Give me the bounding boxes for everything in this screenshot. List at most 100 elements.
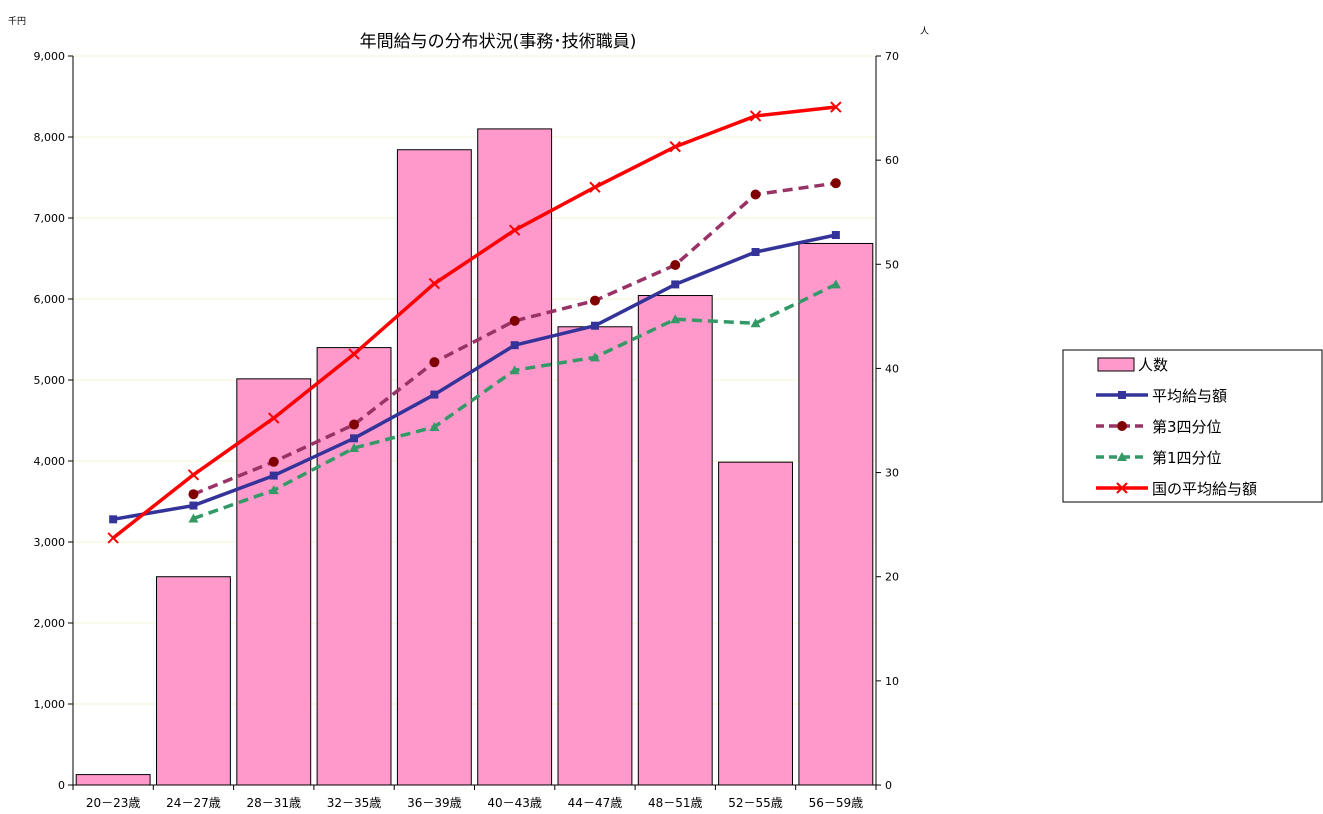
right-tick-label: 50	[885, 258, 899, 271]
category-label: 36－39歳	[407, 796, 462, 810]
category-label: 44－47歳	[568, 796, 623, 810]
series-line-group	[188, 178, 841, 500]
marker-circle	[589, 295, 600, 306]
series-line-group	[109, 231, 840, 524]
category-label: 32－35歳	[327, 796, 382, 810]
series-line	[112, 233, 837, 522]
marker-circle	[670, 259, 681, 270]
marker-x-stroke	[1116, 482, 1128, 494]
right-tick-label: 60	[885, 154, 899, 167]
legend-label: 国の平均給与額	[1152, 480, 1257, 498]
marker-x-stroke	[830, 101, 842, 113]
bar	[75, 774, 151, 786]
category-label: 28－31歳	[246, 796, 301, 810]
legend-item: 第3四分位	[1096, 418, 1222, 436]
bar	[236, 378, 312, 786]
legend-label: 第1四分位	[1152, 449, 1222, 467]
marker-triangle	[670, 314, 681, 324]
bar-layer	[75, 128, 874, 786]
series-line	[112, 105, 837, 540]
marker-x	[669, 141, 681, 153]
category-label: 56－59歳	[809, 796, 864, 810]
marker-square	[831, 231, 840, 240]
marker-square	[269, 471, 278, 480]
marker-circle	[188, 489, 199, 500]
right-tick-label: 70	[885, 50, 899, 63]
marker-x	[749, 110, 762, 122]
marker-x	[589, 181, 601, 193]
marker-circle	[268, 456, 279, 467]
marker-square	[350, 434, 359, 443]
left-tick-label: 3,000	[34, 536, 66, 549]
category-label: 24－27歳	[166, 796, 221, 810]
legend-label: 人数	[1138, 356, 1168, 374]
marker-x-stroke	[268, 412, 280, 424]
marker-triangle	[429, 421, 440, 431]
marker-x	[830, 101, 842, 113]
category-label: 20－23歳	[86, 796, 141, 810]
marker-square	[109, 515, 118, 524]
left-axis-unit: 千円	[8, 16, 26, 27]
marker-x-stroke	[348, 348, 360, 360]
marker-x-stroke	[508, 224, 521, 236]
marker-triangle	[830, 279, 841, 289]
marker-circle	[349, 419, 360, 430]
marker-circle	[509, 315, 520, 326]
marker-triangle	[750, 318, 761, 328]
marker-triangle	[349, 443, 360, 453]
bar	[316, 347, 392, 786]
right-tick-label: 0	[885, 779, 892, 792]
legend-item: 人数	[1097, 356, 1168, 374]
marker-circle	[1117, 421, 1127, 431]
marker-square	[430, 390, 439, 399]
marker-x	[348, 348, 360, 360]
category-label: 52－55歳	[728, 796, 783, 810]
legend-item: 第1四分位	[1096, 449, 1222, 467]
category-label: 40－43歳	[487, 796, 542, 810]
left-tick-label: 4,000	[34, 455, 66, 468]
bar	[477, 128, 553, 786]
category-label: 48－51歳	[648, 796, 703, 810]
legend-box	[1062, 349, 1323, 503]
marker-square	[510, 341, 519, 350]
marker-x	[268, 412, 280, 424]
marker-circle	[750, 189, 761, 200]
left-tick-label: 2,000	[34, 617, 66, 630]
marker-x	[107, 532, 119, 544]
marker-square	[1118, 391, 1126, 399]
series-line-group	[107, 101, 842, 544]
legend-swatch	[1097, 357, 1135, 372]
marker-circle	[429, 357, 440, 368]
legend-label: 第3四分位	[1152, 418, 1222, 436]
marker-x-stroke	[749, 110, 762, 122]
marker-x	[187, 469, 200, 481]
marker-square	[189, 501, 198, 510]
marker-square	[590, 321, 599, 330]
marker-triangle	[188, 513, 199, 523]
marker-square	[751, 248, 760, 257]
left-tick-label: 6,000	[34, 293, 66, 306]
left-tick-label: 9,000	[34, 50, 66, 63]
marker-x-stroke	[669, 141, 681, 153]
marker-circle	[830, 178, 841, 189]
bar	[156, 576, 231, 786]
marker-triangle	[1117, 452, 1127, 461]
bar	[798, 242, 874, 786]
right-tick-label: 20	[885, 571, 899, 584]
chart-title: 年間給与の分布状況(事務･技術職員)	[360, 32, 637, 52]
right-tick-label: 40	[885, 362, 899, 375]
left-tick-label: 5,000	[34, 374, 66, 387]
marker-x-stroke	[428, 277, 441, 290]
left-tick-label: 8,000	[34, 131, 66, 144]
series-line-group	[188, 279, 841, 523]
marker-triangle	[509, 365, 520, 375]
marker-x-stroke	[589, 181, 601, 193]
marker-triangle	[589, 352, 600, 362]
left-tick-label: 1,000	[34, 698, 66, 711]
left-tick-label: 7,000	[34, 212, 66, 225]
marker-triangle	[268, 485, 279, 495]
marker-x-stroke	[107, 532, 119, 544]
